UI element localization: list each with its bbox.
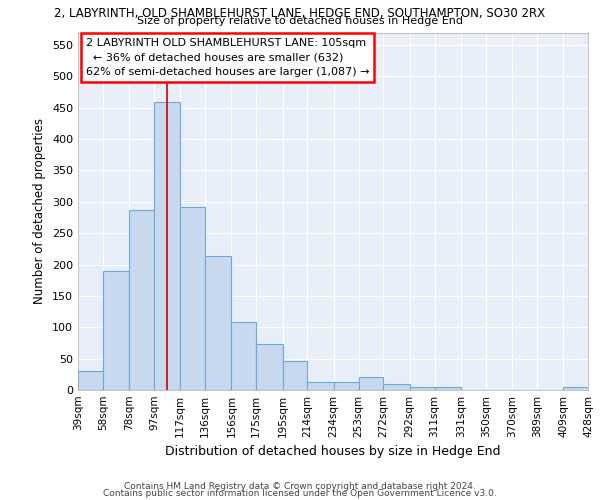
Bar bbox=[359, 377, 383, 390]
Bar bbox=[129, 210, 154, 390]
Text: 2, LABYRINTH, OLD SHAMBLEHURST LANE, HEDGE END, SOUTHAMPTON, SO30 2RX: 2, LABYRINTH, OLD SHAMBLEHURST LANE, HED… bbox=[55, 8, 545, 20]
Bar bbox=[180, 208, 205, 390]
Bar bbox=[103, 271, 129, 390]
Text: Contains public sector information licensed under the Open Government Licence v3: Contains public sector information licen… bbox=[103, 490, 497, 498]
Bar bbox=[434, 387, 461, 390]
Bar bbox=[563, 387, 588, 390]
Bar bbox=[78, 371, 103, 390]
Bar bbox=[283, 361, 307, 390]
Text: Size of property relative to detached houses in Hedge End: Size of property relative to detached ho… bbox=[137, 16, 463, 26]
X-axis label: Distribution of detached houses by size in Hedge End: Distribution of detached houses by size … bbox=[165, 446, 501, 458]
Bar bbox=[154, 102, 180, 390]
Bar bbox=[334, 382, 359, 390]
Bar bbox=[410, 387, 434, 390]
Bar bbox=[232, 322, 256, 390]
Bar bbox=[383, 384, 410, 390]
Bar bbox=[205, 256, 232, 390]
Text: Contains HM Land Registry data © Crown copyright and database right 2024.: Contains HM Land Registry data © Crown c… bbox=[124, 482, 476, 491]
Y-axis label: Number of detached properties: Number of detached properties bbox=[34, 118, 46, 304]
Bar bbox=[256, 344, 283, 390]
Bar bbox=[307, 382, 334, 390]
Text: 2 LABYRINTH OLD SHAMBLEHURST LANE: 105sqm
  ← 36% of detached houses are smaller: 2 LABYRINTH OLD SHAMBLEHURST LANE: 105sq… bbox=[86, 38, 369, 78]
